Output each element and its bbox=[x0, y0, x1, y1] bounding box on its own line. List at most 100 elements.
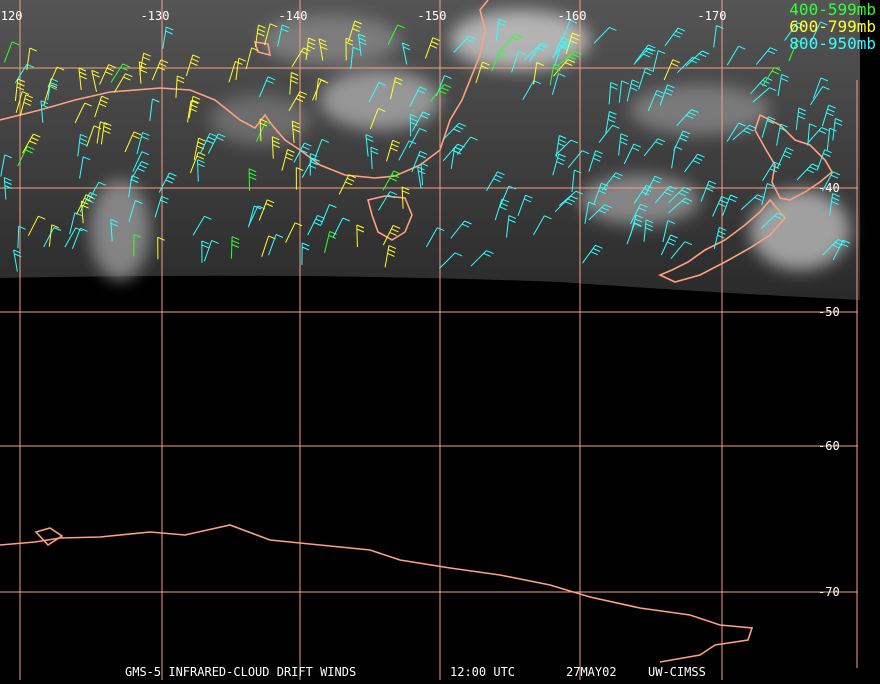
wind-barb bbox=[185, 54, 200, 77]
wind-barb bbox=[832, 239, 851, 261]
wind-barb bbox=[136, 132, 150, 155]
wind-barb bbox=[533, 62, 544, 85]
wind-barb bbox=[807, 123, 817, 146]
wind-barb bbox=[788, 40, 805, 62]
wind-barb bbox=[248, 205, 262, 228]
wind-barb bbox=[382, 170, 401, 191]
wind-barb bbox=[557, 50, 582, 66]
wind-barb bbox=[138, 61, 148, 84]
wind-barb bbox=[582, 244, 603, 264]
wind-barb bbox=[71, 227, 88, 249]
wind-barb bbox=[390, 77, 403, 100]
wind-barb bbox=[128, 200, 143, 222]
wind-barb bbox=[506, 215, 517, 238]
wind-barb bbox=[64, 227, 83, 248]
wind-barb bbox=[425, 227, 445, 248]
wind-barb bbox=[429, 84, 452, 103]
wind-barb bbox=[149, 98, 160, 121]
wind-barb bbox=[776, 147, 794, 169]
wind-barb bbox=[22, 133, 41, 154]
wind-barb bbox=[638, 67, 653, 90]
wind-barb bbox=[254, 24, 266, 47]
wind-barb bbox=[554, 195, 578, 213]
footer: GMS-5 INFRARED-CLOUD DRIFT WINDS 12:00 U… bbox=[125, 665, 706, 679]
wind-barb bbox=[821, 171, 841, 192]
wind-barb bbox=[154, 195, 169, 218]
wind-barb bbox=[271, 136, 280, 159]
wind-barb bbox=[571, 169, 582, 193]
wind-barb bbox=[110, 218, 119, 242]
wind-barb bbox=[378, 191, 398, 211]
wind-barb bbox=[713, 25, 724, 48]
latitude-label: -50 bbox=[818, 305, 840, 319]
wind-barb bbox=[761, 116, 776, 138]
wind-barb bbox=[762, 67, 782, 87]
wind-barb bbox=[230, 236, 240, 259]
wind-barb bbox=[588, 150, 603, 172]
wind-barb bbox=[158, 172, 177, 193]
wind-barb bbox=[86, 125, 102, 147]
wind-barb bbox=[439, 252, 463, 269]
wind-barb bbox=[288, 91, 308, 111]
wind-barb bbox=[750, 76, 773, 95]
wind-barbs bbox=[0, 18, 851, 272]
wind-barb bbox=[289, 72, 299, 95]
wind-barb bbox=[475, 61, 490, 84]
wind-barb bbox=[618, 80, 629, 103]
wind-barb bbox=[700, 180, 717, 202]
wind-barb bbox=[809, 86, 830, 106]
wind-barb bbox=[162, 26, 174, 49]
wind-barb bbox=[443, 122, 467, 140]
wind-barb bbox=[668, 186, 692, 204]
footer-source: UW-CIMSS bbox=[648, 665, 706, 679]
wind-barb bbox=[47, 66, 65, 88]
wind-barb bbox=[408, 127, 427, 149]
wind-barb bbox=[94, 95, 109, 118]
wind-barb bbox=[43, 227, 62, 248]
wind-barb bbox=[755, 47, 778, 65]
wind-barb bbox=[810, 21, 828, 43]
wind-barb bbox=[345, 37, 354, 61]
wind-barb bbox=[200, 132, 217, 154]
wind-barb bbox=[555, 135, 567, 158]
wind-barb bbox=[684, 153, 705, 173]
wind-barb bbox=[644, 175, 663, 197]
wind-barb bbox=[664, 27, 686, 47]
wind-barb bbox=[318, 38, 328, 61]
wind-barb bbox=[673, 130, 691, 152]
wind-barb bbox=[630, 203, 648, 225]
longitude-labels: -120 -130 -140 -150 -160 -170 bbox=[0, 9, 726, 23]
wind-barb bbox=[291, 47, 311, 68]
wind-barb bbox=[608, 81, 618, 105]
wind-barb bbox=[806, 127, 829, 145]
wind-barb bbox=[668, 197, 693, 214]
wind-barb bbox=[442, 143, 465, 162]
wind-barb bbox=[453, 35, 476, 53]
wind-barb bbox=[618, 133, 629, 156]
wind-barb bbox=[499, 34, 523, 51]
wind-barb bbox=[100, 122, 112, 145]
wind-barb bbox=[259, 118, 268, 142]
wind-barb bbox=[387, 24, 405, 45]
wind-barb bbox=[670, 241, 693, 260]
longitude-label: -170 bbox=[698, 9, 727, 23]
wind-barb bbox=[712, 195, 729, 217]
wind-barb bbox=[777, 73, 789, 97]
legend: 400-599mb 600-799mb 800-950mb bbox=[789, 0, 876, 53]
wind-barb bbox=[110, 63, 130, 83]
wind-barb bbox=[821, 104, 836, 127]
wind-barb bbox=[517, 194, 533, 216]
latitude-label: -70 bbox=[818, 585, 840, 599]
wind-barb bbox=[130, 161, 149, 181]
wind-barb bbox=[157, 236, 165, 260]
longitude-label: -160 bbox=[558, 9, 587, 23]
wind-barb bbox=[285, 222, 303, 243]
wind-barb bbox=[726, 122, 746, 142]
wind-barb bbox=[626, 79, 640, 102]
wind-barb bbox=[829, 193, 840, 216]
wind-barb bbox=[676, 109, 699, 127]
wind-barb bbox=[175, 75, 185, 98]
wind-barb bbox=[189, 151, 206, 174]
wind-barb bbox=[307, 214, 325, 236]
wind-barb bbox=[19, 94, 33, 117]
